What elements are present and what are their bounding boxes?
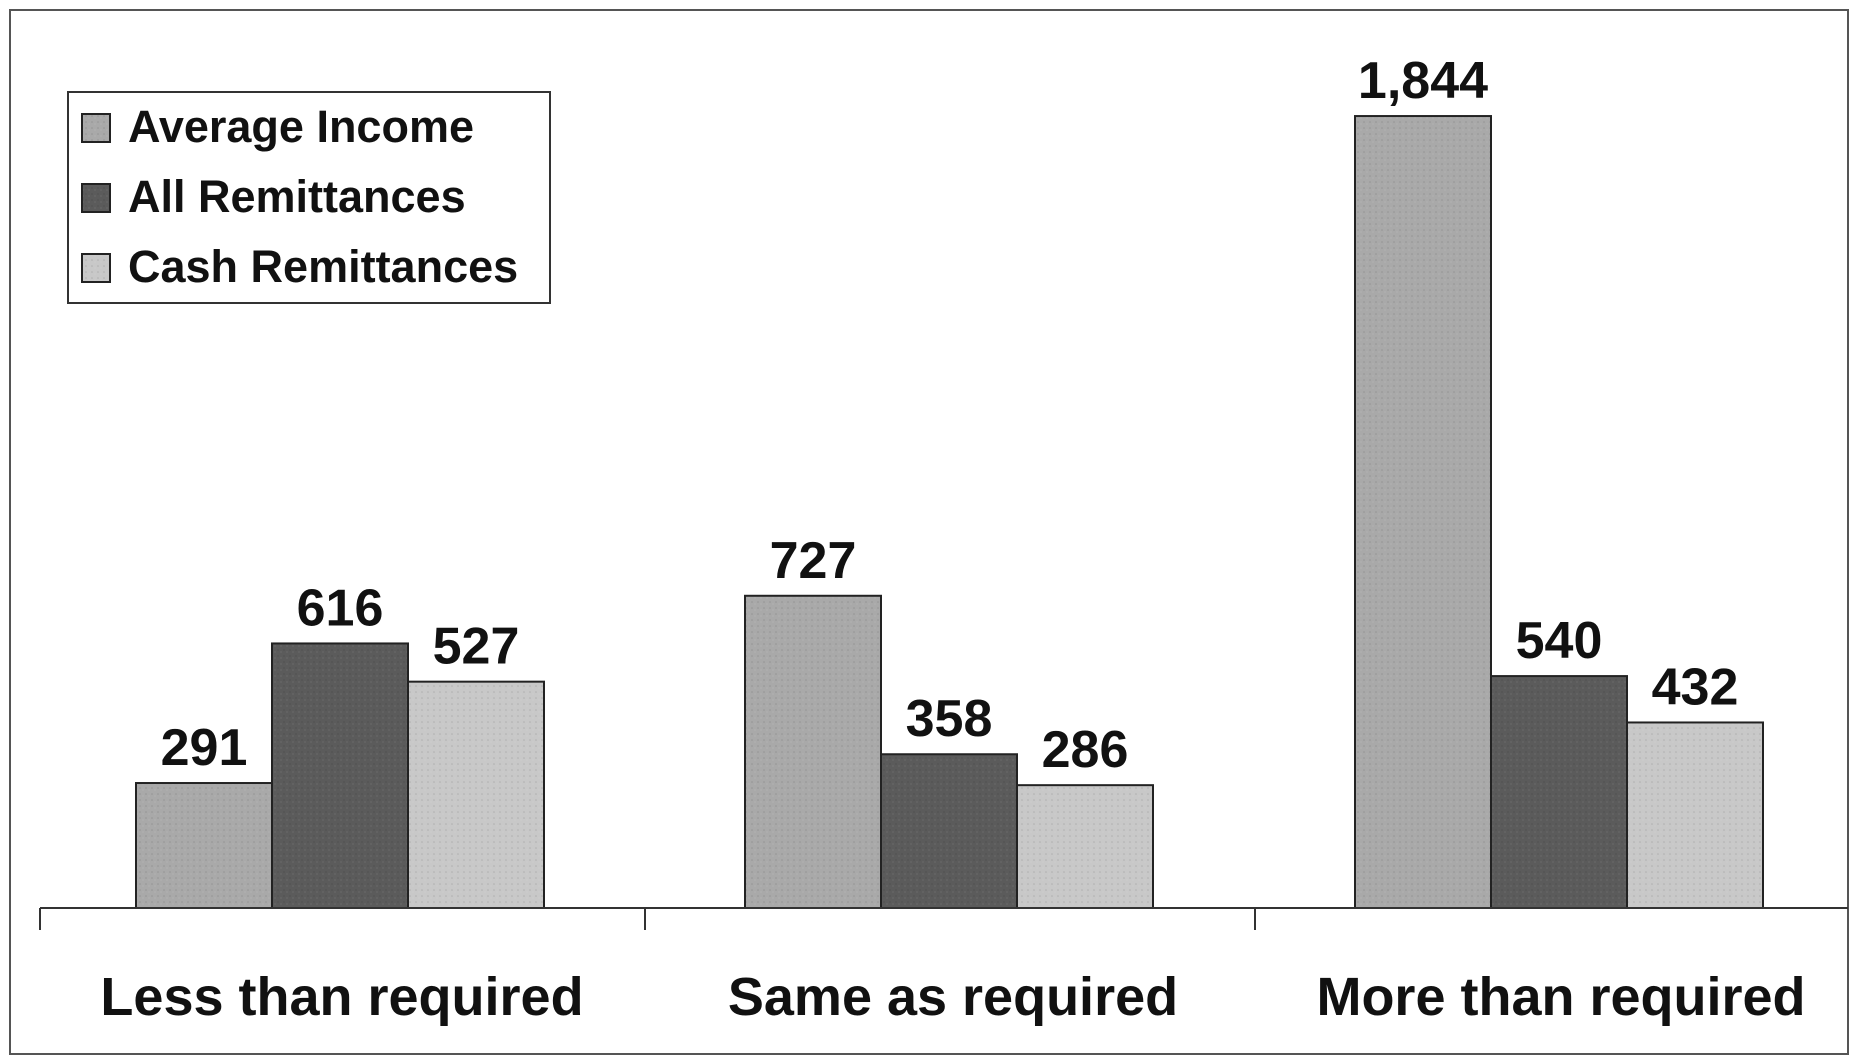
legend-label: Cash Remittances	[128, 241, 518, 292]
category-label: Same as required	[728, 967, 1178, 1027]
data-label: 286	[1042, 721, 1129, 779]
category-label: Less than required	[100, 967, 583, 1027]
legend-swatch	[81, 113, 111, 143]
legend-swatch	[81, 183, 111, 213]
data-label: 291	[161, 719, 248, 777]
data-label: 432	[1652, 658, 1739, 716]
legend-label: Average Income	[128, 101, 474, 152]
data-label: 527	[433, 618, 520, 676]
data-label: 1,844	[1358, 52, 1488, 110]
data-label: 358	[906, 690, 993, 748]
category-label: More than required	[1316, 967, 1805, 1027]
legend-box	[67, 91, 551, 304]
bar-labels-group: 291 616 527 727 358 286 1,844 540 432	[161, 52, 1739, 779]
bar-cash-remittances-1	[407, 680, 545, 909]
bar-all-remittances-2	[880, 753, 1018, 909]
bar-average-income-3	[1354, 115, 1492, 909]
bar-cash-remittances-3	[1626, 721, 1764, 909]
data-label: 540	[1516, 612, 1603, 670]
data-label: 727	[770, 532, 857, 590]
legend-swatch	[81, 253, 111, 283]
bar-average-income-1	[135, 782, 273, 909]
legend-label: All Remittances	[128, 171, 466, 222]
bar-all-remittances-3	[1490, 675, 1628, 910]
x-axis-ticks	[39, 908, 1256, 930]
bar-all-remittances-1	[271, 642, 409, 909]
bars-group	[135, 115, 1764, 910]
category-labels: Less than required Same as required More t…	[100, 967, 1805, 1027]
legend: Average Income All Remittances Cash Remitt…	[67, 91, 551, 304]
data-label: 616	[297, 579, 384, 637]
bar-cash-remittances-2	[1016, 784, 1154, 910]
bar-average-income-2	[744, 594, 882, 909]
